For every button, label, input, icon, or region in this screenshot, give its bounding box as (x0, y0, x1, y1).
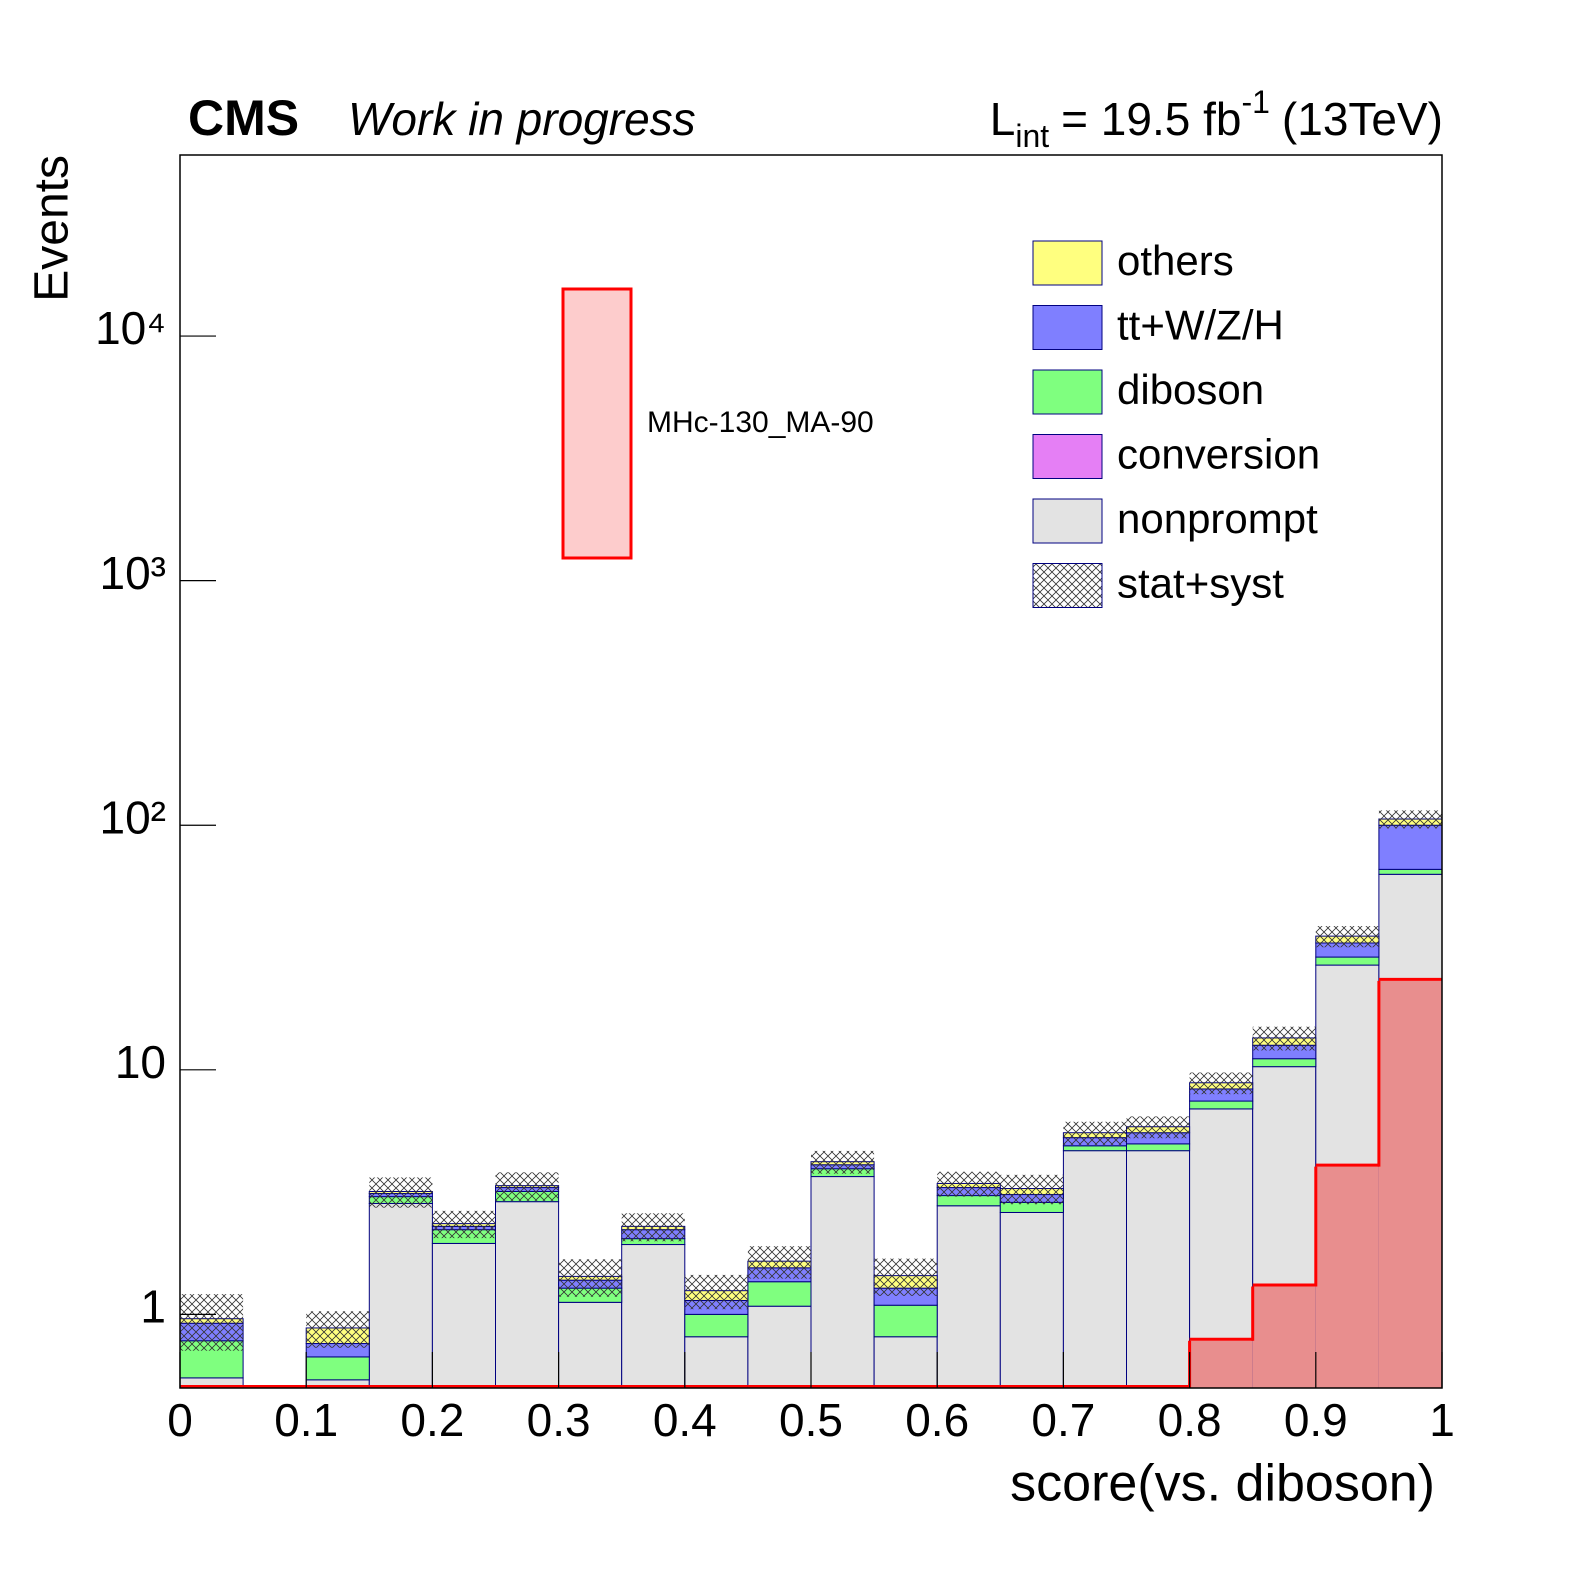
stack-bar (621, 1244, 686, 1388)
x-tick-label: 0.7 (1031, 1394, 1095, 1446)
frame (179, 154, 1443, 1389)
stack-bar (747, 1281, 812, 1307)
legend-label: tt+W/Z/H (1117, 302, 1284, 349)
error-band (1252, 1026, 1316, 1051)
lumi: Lint = 19.5 fb-1 (13TeV) (990, 84, 1443, 154)
error-band (811, 1150, 875, 1174)
legend-label: conversion (1117, 431, 1320, 478)
stack-bar (1062, 1150, 1128, 1388)
axes: 0 0.1 0.2 0.3 0.4 0.5 0.6 0.7 0.8 0.9 1 1 10 10² 10³ 10… (95, 302, 1455, 1446)
error-band (937, 1171, 1001, 1197)
x-tick-label: 0 (167, 1394, 193, 1446)
x-tick-label: 0.4 (653, 1394, 717, 1446)
stack-bar (1252, 1058, 1317, 1068)
error-band (874, 1258, 938, 1296)
error-band (369, 1177, 433, 1208)
stack-bar (1126, 1143, 1191, 1152)
stack-bar (1062, 1145, 1128, 1152)
stack-bar (1189, 1100, 1254, 1110)
legend-swatch (561, 287, 633, 560)
y-tick-label: 1 (140, 1281, 166, 1333)
x-axis-label: score(vs. diboson) (1010, 1455, 1435, 1513)
error-band (180, 1294, 244, 1351)
y-tick-label: 10³ (100, 547, 166, 599)
stack-bar (431, 1242, 496, 1388)
error-band (1126, 1116, 1190, 1139)
error-band (558, 1259, 622, 1297)
legend-label: others (1117, 237, 1234, 284)
error-band (1063, 1121, 1127, 1145)
legend-label: nonprompt (1117, 495, 1318, 542)
stack-bar (873, 1336, 938, 1388)
stack-bar (747, 1305, 812, 1388)
legend-label: stat+syst (1117, 560, 1284, 607)
lumi-symbol: L (990, 93, 1016, 145)
legend-swatch (1032, 240, 1103, 286)
y-tick-label: 10 (115, 1036, 166, 1088)
x-tick-label: 0.1 (274, 1394, 338, 1446)
error-band (684, 1274, 748, 1310)
lumi-energy: (13TeV) (1282, 93, 1443, 145)
legend-swatch (1032, 305, 1103, 350)
stack-bar (305, 1356, 370, 1381)
legend-swatch (1032, 563, 1103, 608)
cms-extra: Work in progress (348, 93, 696, 145)
stack-bar (1378, 868, 1442, 875)
legend-swatch (1032, 498, 1103, 544)
x-tick-label: 0.9 (1284, 1394, 1348, 1446)
signal-fill (1189, 1340, 1253, 1388)
legend-swatch (1032, 369, 1103, 415)
signal-fill (1378, 980, 1442, 1388)
legend-label: MHc-130_MA-90 (647, 406, 874, 439)
error-band (306, 1311, 370, 1348)
x-tick-label: 0.3 (527, 1394, 591, 1446)
legend-label: diboson (1117, 366, 1264, 413)
legend: others tt+W/Z/H diboson conversion nonprompt… (561, 237, 1320, 608)
y-tick-label: 10⁴ (95, 302, 166, 354)
lumi-superscript: -1 (1241, 84, 1269, 120)
x-tick-label: 0.5 (779, 1394, 843, 1446)
stack-bar (873, 1304, 938, 1338)
cms-label: CMS (188, 90, 299, 146)
stack-bar (936, 1205, 1001, 1388)
stack-bar (936, 1195, 1001, 1207)
stack-bar (558, 1301, 623, 1388)
error-band (1378, 810, 1442, 829)
error-band (1000, 1174, 1064, 1205)
legend-swatch (1032, 434, 1103, 479)
x-tick-label: 0.8 (1158, 1394, 1222, 1446)
stack-bar (1315, 956, 1380, 966)
error-band (747, 1246, 811, 1279)
stack-bar (368, 1203, 433, 1388)
error-band (1315, 926, 1379, 948)
signal-fill (1315, 1166, 1379, 1388)
stack-bar (999, 1211, 1064, 1388)
y-tick-label: 10² (100, 791, 166, 843)
error-band (1189, 1072, 1253, 1095)
stack-bar (1126, 1150, 1191, 1388)
x-tick-label: 0.2 (400, 1394, 464, 1446)
y-axis-label: Events (26, 155, 79, 302)
x-tick-label: 1 (1429, 1394, 1455, 1446)
error-band (495, 1172, 559, 1201)
lumi-subscript: int (1015, 118, 1049, 154)
error-band (621, 1213, 685, 1242)
error-band (432, 1210, 496, 1239)
lumi-value: = 19.5 fb (1061, 93, 1241, 145)
stack-bar (810, 1176, 875, 1388)
signal-fill (1252, 1286, 1316, 1388)
x-tick-label: 0.6 (905, 1394, 969, 1446)
stack-bar (495, 1201, 560, 1388)
stack-bar (684, 1313, 749, 1338)
plot-area (180, 810, 1442, 1388)
stack-bar (1378, 824, 1442, 870)
